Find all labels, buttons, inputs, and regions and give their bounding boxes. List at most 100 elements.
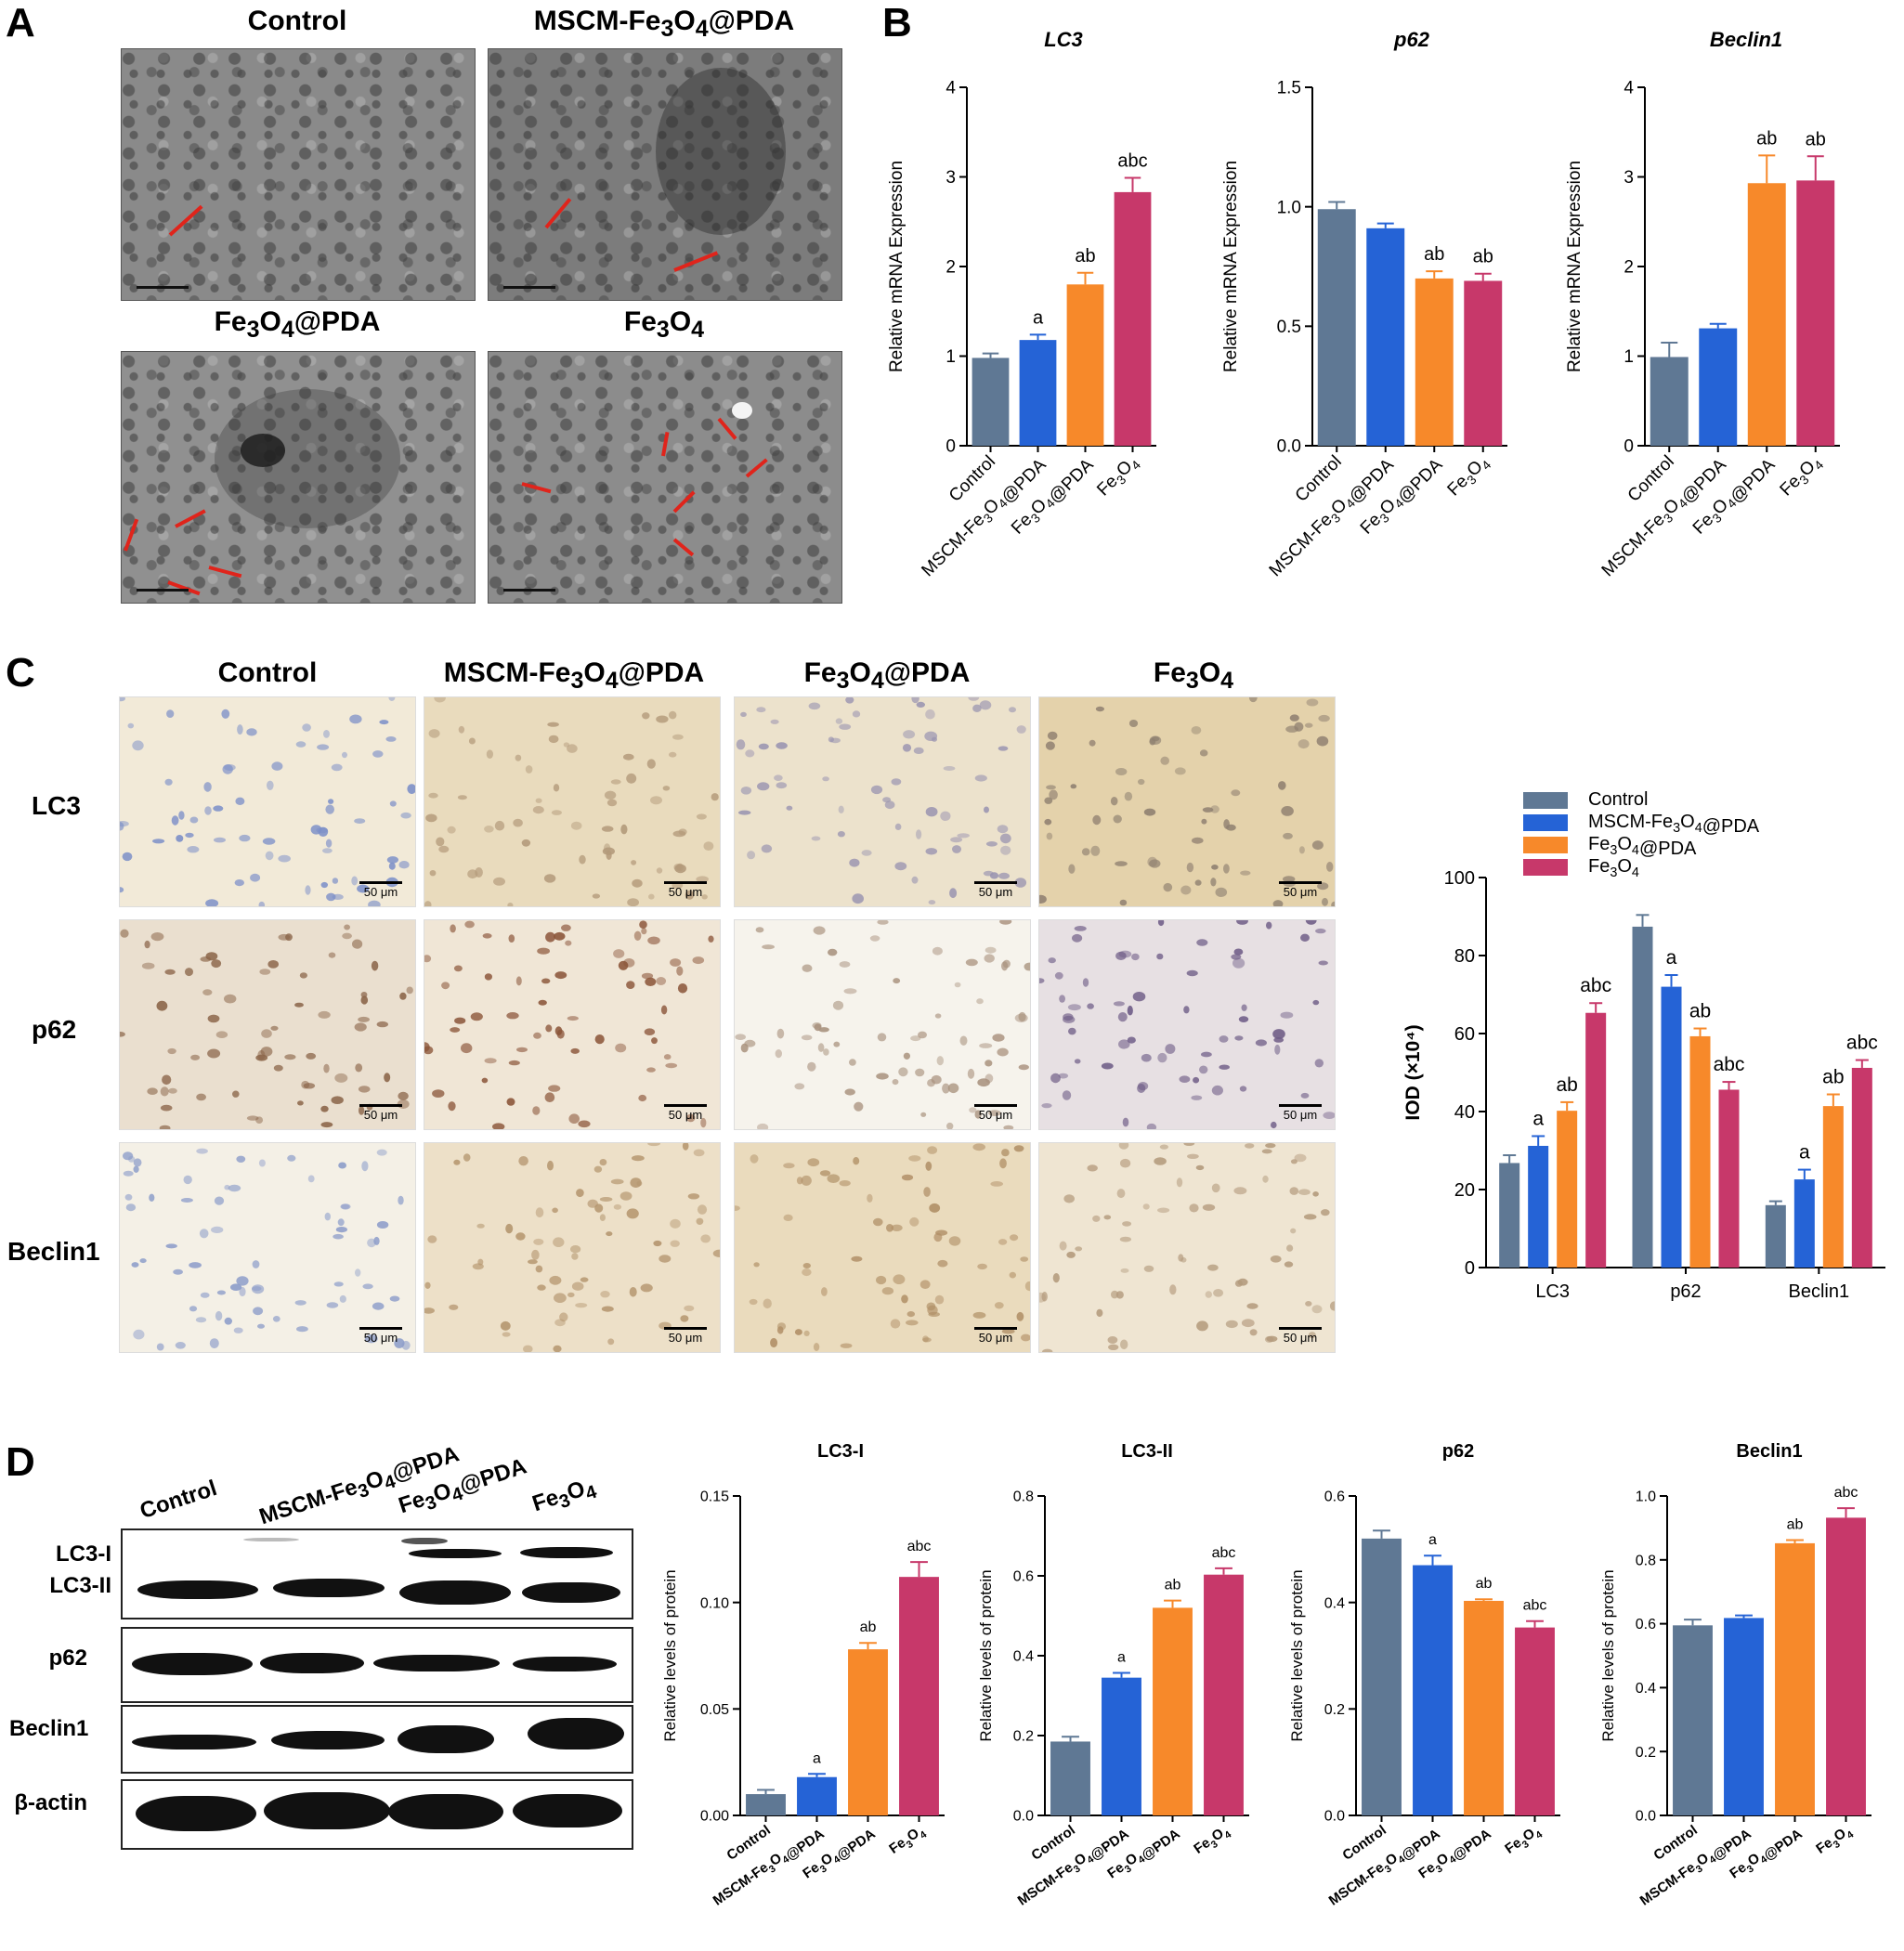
cell-nucleus — [545, 1024, 553, 1033]
cell-nucleus — [482, 933, 492, 939]
y-tick-label: 0.10 — [700, 1595, 729, 1611]
cell-nucleus — [284, 1054, 296, 1060]
cell-nucleus — [894, 823, 902, 830]
cell-nucleus — [1280, 1011, 1294, 1019]
cell-nucleus — [273, 1064, 283, 1072]
cell-nucleus — [630, 1177, 642, 1188]
cell-nucleus — [749, 1298, 758, 1306]
cell-nucleus — [1300, 1092, 1310, 1099]
cell-nucleus — [185, 968, 193, 977]
cell-nucleus — [1054, 971, 1063, 980]
cell-nucleus — [1143, 808, 1156, 816]
cell-nucleus — [376, 1021, 388, 1028]
y-tick-label: 0.4 — [1013, 1649, 1034, 1665]
cell-nucleus — [954, 982, 961, 988]
cell-nucleus — [508, 934, 515, 943]
cell-nucleus — [355, 1063, 363, 1073]
scale-bar — [137, 589, 189, 592]
chart-title: Beclin1 — [1736, 1441, 1802, 1462]
cell-nucleus — [626, 1208, 639, 1219]
cell-nucleus — [894, 862, 907, 871]
bar — [1415, 278, 1454, 446]
cell-nucleus — [619, 1191, 632, 1201]
cell-nucleus — [133, 1329, 145, 1340]
cell-nucleus — [1067, 1004, 1081, 1011]
cell-nucleus — [932, 736, 937, 742]
cell-nucleus — [1210, 878, 1217, 887]
cell-nucleus — [1232, 957, 1245, 969]
cell-nucleus — [670, 1240, 680, 1247]
cell-nucleus — [607, 1338, 615, 1346]
cell-nucleus — [424, 901, 432, 906]
cell-nucleus — [684, 1305, 695, 1312]
cell-nucleus — [906, 1320, 919, 1326]
cell-nucleus — [554, 1319, 566, 1327]
cell-nucleus — [1159, 1144, 1168, 1150]
ihc-image: 50 μm — [424, 1142, 721, 1353]
bar — [1362, 1538, 1402, 1815]
ihc-col-title-mscm: MSCM-Fe3O4@PDA — [443, 657, 705, 694]
cell-nucleus — [328, 952, 336, 958]
cell-nucleus — [160, 1086, 169, 1097]
cell-nucleus — [774, 774, 783, 781]
cell-nucleus — [1195, 1164, 1205, 1171]
cell-nucleus — [653, 1240, 662, 1247]
ihc-image: 50 μm — [1038, 1142, 1336, 1353]
x-tick-label: Control — [1339, 1822, 1389, 1864]
bar — [1851, 1067, 1872, 1268]
cell-nucleus — [1052, 1273, 1060, 1283]
cell-nucleus — [821, 1287, 828, 1296]
cell-nucleus — [1042, 1348, 1053, 1352]
cell-nucleus — [1318, 714, 1330, 722]
y-tick-label: 0 — [1624, 437, 1634, 457]
cell-nucleus — [1075, 1246, 1083, 1252]
legend-swatch — [1523, 792, 1568, 809]
cell-nucleus — [1050, 1073, 1061, 1084]
cell-nucleus — [262, 838, 276, 845]
cell-nucleus — [599, 1159, 607, 1166]
cell-nucleus — [532, 1106, 541, 1115]
bar — [1464, 1600, 1504, 1815]
cell-nucleus — [1009, 707, 1016, 713]
cell-nucleus — [407, 784, 415, 794]
cell-nucleus — [1163, 882, 1173, 892]
cell-nucleus — [1304, 722, 1313, 728]
cell-nucleus — [908, 1155, 921, 1162]
cell-nucleus — [1116, 1189, 1126, 1199]
legend-swatch — [1523, 859, 1568, 876]
bar — [1515, 1627, 1555, 1815]
x-tick-label: Fe3O4 — [1502, 1822, 1545, 1860]
scale-label: 50 μm — [363, 1108, 398, 1122]
cell-nucleus — [918, 1031, 927, 1039]
cell-nucleus — [1119, 899, 1128, 906]
cell-nucleus — [645, 977, 657, 986]
cell-nucleus — [610, 779, 621, 785]
cell-nucleus — [801, 1034, 813, 1041]
cell-nucleus — [877, 920, 889, 925]
scale-label: 50 μm — [668, 885, 703, 899]
cell-nucleus — [599, 1214, 606, 1221]
cell-nucleus — [196, 1148, 208, 1154]
cell-nucleus — [124, 1193, 133, 1201]
bar — [1822, 1106, 1844, 1268]
cell-nucleus — [464, 920, 475, 929]
cell-nucleus — [160, 1104, 173, 1112]
cell-nucleus — [840, 1343, 853, 1348]
cell-nucleus — [669, 751, 677, 758]
cell-nucleus — [538, 999, 547, 1006]
y-tick-label: 20 — [1454, 1180, 1475, 1201]
cell-nucleus — [839, 1180, 851, 1187]
cell-nucleus — [224, 1317, 232, 1325]
cell-nucleus — [235, 797, 245, 805]
cell-nucleus — [190, 1054, 201, 1060]
cell-nucleus — [354, 1022, 367, 1032]
scale-label: 50 μm — [363, 885, 398, 899]
cell-nucleus — [1063, 1194, 1075, 1203]
cell-nucleus — [457, 795, 467, 800]
cell-nucleus — [913, 747, 924, 754]
cell-nucleus — [1010, 1234, 1019, 1242]
cell-nucleus — [424, 1281, 431, 1289]
chart-title: LC3 — [1044, 28, 1083, 51]
cell-nucleus — [331, 763, 343, 772]
cell-nucleus — [703, 841, 714, 851]
